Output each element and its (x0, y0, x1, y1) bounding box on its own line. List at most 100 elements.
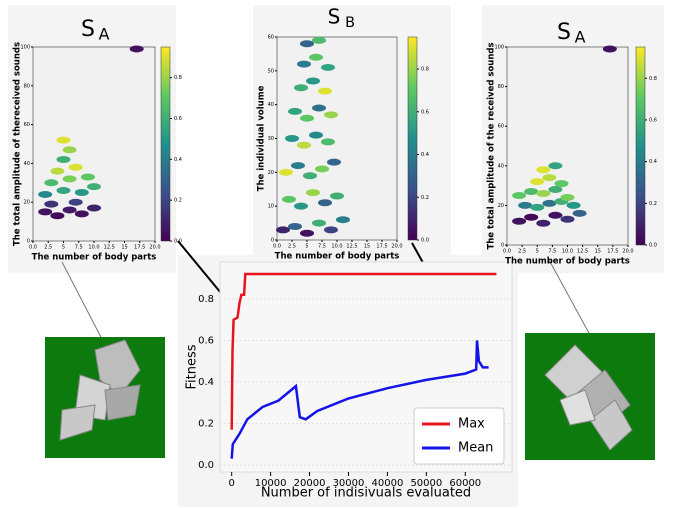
colorbar-tick-label: 0.4 (649, 159, 657, 165)
hex-cell (87, 183, 101, 191)
x-tick-label: 2.5 (288, 244, 296, 250)
x-tick-label: 12.5 (104, 245, 115, 251)
colorbar-tick-label: 0.8 (174, 75, 182, 81)
hex-cell (530, 178, 545, 186)
hex-cell (303, 172, 317, 180)
y-tick-label: 0 (501, 243, 504, 249)
plot-area (506, 46, 629, 246)
colorbar-tick-label: 0.0 (421, 238, 429, 244)
hex-cell (44, 179, 59, 187)
y-tick-label: 0.4 (198, 377, 214, 388)
hex-cell (312, 36, 326, 44)
colorbar-tick-label: 0.2 (421, 195, 429, 201)
connector (547, 257, 591, 336)
x-tick-label: 30000 (333, 478, 365, 489)
hex-cell (68, 198, 83, 206)
colorbar (635, 46, 646, 246)
chart-title-subscript: A (99, 25, 110, 44)
y-tick-label: 20 (268, 170, 274, 176)
hex-cell (74, 210, 89, 218)
colorbar-tick-label: 0.6 (649, 117, 657, 123)
legend-label: Max (458, 417, 485, 432)
hex-cell (309, 131, 323, 139)
y-tick-label: 0.0 (198, 460, 214, 471)
hex-cell (282, 195, 296, 203)
hex-cell (56, 136, 71, 144)
x-axis-label: Number of indisivuals evaluated (261, 486, 471, 501)
hex-cell (56, 156, 71, 164)
hex-cell (321, 138, 335, 146)
y-axis-label: The total amplitude of thereceived sound… (13, 42, 23, 246)
colorbar-tick-label: 0.2 (649, 201, 657, 207)
hex-cell (548, 162, 563, 170)
line (230, 272, 497, 430)
hex-cell (300, 114, 314, 122)
hex-cell (560, 193, 575, 201)
colorbar-tick-label: 0.6 (174, 116, 182, 122)
chart-title: S (557, 20, 571, 45)
hex-cell (74, 189, 89, 196)
hex-cell (285, 135, 299, 142)
x-tick-label: 15 (364, 244, 370, 250)
x-tick-label: 0.0 (273, 244, 281, 250)
x-tick-label: 7.5 (548, 249, 556, 255)
y-tick-label: 0 (27, 239, 30, 245)
y-tick-label: 50 (268, 68, 274, 74)
y-tick-label: 60 (498, 124, 504, 130)
x-tick-label: 12.5 (577, 249, 588, 255)
hex-cell (542, 199, 557, 207)
hex-cell (50, 212, 65, 220)
hex-cell (87, 204, 101, 212)
hex-cell (536, 219, 551, 227)
hex-cell (512, 217, 527, 225)
robot-render (525, 333, 655, 460)
hex-cell (536, 166, 551, 174)
x-tick-label: 17.5 (607, 249, 618, 255)
hex-cell (330, 192, 344, 200)
x-tick-label: 12.5 (346, 244, 357, 250)
hex-cell (129, 45, 144, 53)
x-tick-label: 10.0 (88, 245, 99, 251)
colorbar-tick-label: 0.8 (421, 67, 429, 73)
x-tick-label: 10000 (255, 478, 287, 489)
x-tick-label: 20000 (294, 478, 326, 489)
hex-cell (548, 186, 563, 194)
colorbar-tick-label: 0.4 (174, 157, 182, 163)
hex-cell (536, 190, 551, 198)
hex-cell (288, 107, 302, 115)
hex-cell (572, 209, 587, 217)
y-tick-label: 0 (271, 238, 274, 244)
hex-cell (56, 187, 71, 195)
y-axis-label: The total amplitude of the received soun… (487, 42, 497, 249)
hex-cell (276, 226, 290, 234)
x-axis-label: The number of body parts (275, 252, 400, 262)
y-tick-label: 0.6 (198, 335, 214, 346)
colorbar-tick-label: 0.2 (174, 198, 182, 204)
connector (61, 261, 106, 346)
x-tick-label: 0 (228, 478, 234, 489)
hex-cell (542, 174, 557, 182)
line (230, 340, 489, 459)
x-tick-label: 15 (121, 245, 127, 251)
y-tick-label: 80 (24, 83, 30, 89)
hex-cell (44, 200, 59, 208)
hex-cell (318, 87, 332, 95)
hex-cell (297, 60, 311, 68)
hex-cell (294, 202, 308, 210)
hex-cell (80, 173, 95, 181)
x-tick-label: 20.0 (149, 245, 160, 251)
x-axis-label: The number of body parts (32, 253, 157, 263)
legend-label: Mean (458, 441, 493, 456)
chart-title: S (328, 5, 341, 29)
x-axis-label: The number of body parts (505, 257, 630, 267)
colorbar (407, 36, 418, 241)
hex-cell (312, 219, 326, 227)
hex-cell (518, 201, 533, 209)
hex-cell (306, 77, 320, 85)
hex-cell (512, 192, 527, 199)
hex-cell (38, 190, 53, 198)
chart-title: S (81, 17, 95, 42)
y-tick-label: 20 (24, 200, 30, 206)
x-tick-label: 2.5 (518, 249, 526, 255)
